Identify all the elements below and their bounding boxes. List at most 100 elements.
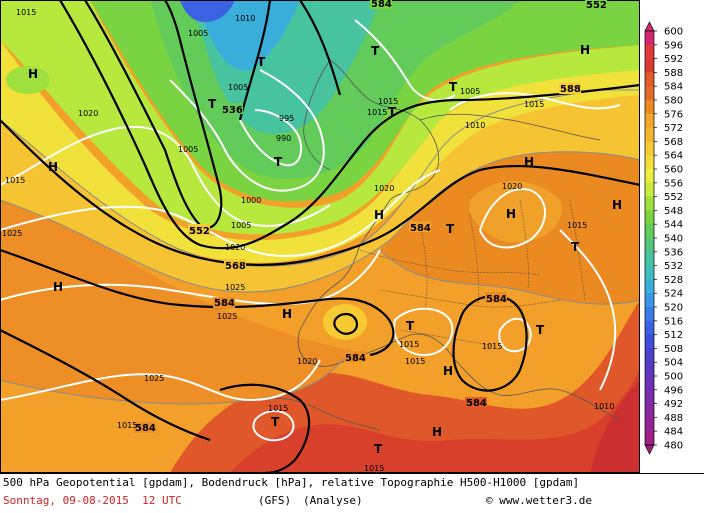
- isobar-label: 1020: [225, 243, 245, 252]
- legend-swatch: [645, 224, 654, 239]
- isobar-label: 1025: [225, 283, 245, 292]
- model-name: (GFS): [258, 494, 292, 507]
- legend-label: 496: [664, 385, 683, 396]
- high-marker: H: [506, 207, 516, 221]
- isobar-label: 1005: [178, 145, 198, 154]
- map-footer: 500 hPa Geopotential [gpdam], Bodendruck…: [0, 473, 704, 513]
- isobar-label: 1015: [16, 8, 36, 17]
- legend-label: 572: [664, 123, 683, 134]
- low-marker: T: [446, 222, 455, 236]
- low-marker: T: [257, 55, 266, 69]
- geopotential-label: 584: [214, 298, 235, 309]
- high-marker: H: [48, 160, 58, 174]
- analysis-type: (Analyse): [303, 494, 363, 507]
- isobar-label: 1000: [241, 196, 261, 205]
- color-field-592: [590, 381, 639, 472]
- legend-swatch: [645, 182, 654, 198]
- color-legend-bar: 600 596 592 588 584 580 576 572 568 564 560 556 552 5…: [644, 21, 683, 455]
- isobar-label: 1015: [405, 357, 425, 366]
- legend-swatch: [645, 86, 654, 101]
- legend-swatch: [645, 320, 654, 336]
- isobar-label: 1005: [460, 87, 480, 96]
- legend-swatch: [645, 155, 654, 170]
- color-field-516: [180, 0, 235, 22]
- legend-label: 580: [664, 96, 683, 107]
- isobar-label: 1015: [482, 342, 502, 351]
- legend-label: 488: [664, 413, 683, 424]
- legend-label: 568: [664, 137, 683, 148]
- legend-swatch: [645, 376, 654, 391]
- geopotential-contours: [0, 0, 639, 472]
- map-description: 500 hPa Geopotential [gpdam], Bodendruck…: [3, 476, 580, 489]
- high-marker: H: [53, 280, 63, 294]
- isobar-label: 1025: [144, 374, 164, 383]
- color-field-588: [230, 371, 639, 472]
- high-marker: H: [374, 208, 384, 222]
- low-marker: T: [406, 319, 415, 333]
- legend-swatch: [645, 100, 654, 115]
- legend-label: 524: [664, 289, 683, 300]
- legend-swatch: [645, 196, 654, 211]
- isobar-label: 990: [276, 134, 291, 143]
- low-marker: T: [371, 44, 380, 58]
- geopotential-label: 568: [225, 261, 246, 272]
- high-pressure-markers: H H H H H H H H H H H: [28, 43, 622, 439]
- legend-label: 508: [664, 344, 683, 355]
- legend-label: 600: [664, 27, 683, 38]
- copyright-link[interactable]: © www.wetter3.de: [486, 494, 592, 507]
- low-marker: T: [374, 442, 383, 456]
- legend-swatch: [645, 113, 654, 129]
- legend-label: 544: [664, 220, 683, 231]
- geopotential-label: 552: [586, 0, 607, 11]
- geopotential-label: 584: [486, 294, 507, 305]
- isobar-label: 1020: [297, 357, 317, 366]
- legend-swatch: [645, 72, 654, 87]
- legend-swatch: [645, 58, 654, 73]
- isobar-label: 1020: [78, 109, 98, 118]
- legend-swatch: [645, 265, 654, 280]
- geopotential-label: 584: [466, 398, 487, 409]
- legend-swatch: [645, 31, 654, 46]
- legend-swatch: [645, 417, 654, 432]
- high-marker: H: [524, 155, 534, 169]
- low-marker: T: [388, 105, 397, 119]
- legend-label: 504: [664, 358, 683, 369]
- isobar-label: 1015: [399, 340, 419, 349]
- isobar-label: 1020: [374, 184, 394, 193]
- legend-arrow-down: [644, 444, 655, 455]
- legend-swatch: [645, 431, 654, 446]
- geopotential-label: 536: [222, 105, 243, 116]
- isobar-label: 1020: [502, 182, 522, 191]
- isobar-label: 1015: [117, 421, 137, 430]
- legend-swatch: [645, 279, 654, 294]
- geopotential-label: 588: [560, 84, 581, 95]
- high-marker: H: [432, 425, 442, 439]
- weather-map: T T T T T T T T T T T T H H H H H H H H …: [0, 0, 640, 473]
- isobar-label: 1025: [2, 229, 22, 238]
- isobar-label: 1010: [465, 121, 485, 130]
- geopotential-label: 584: [135, 423, 156, 434]
- legend-swatch: [645, 389, 654, 405]
- color-field-576-west: [0, 200, 350, 404]
- isobar-label: 1015: [367, 108, 387, 117]
- map-frame: [0, 0, 639, 472]
- legend-label: 484: [664, 427, 683, 438]
- geopotential-label: 584: [410, 223, 431, 234]
- isobar-label: 1005: [188, 29, 208, 38]
- legend-swatch: [645, 348, 654, 363]
- legend-arrow-up: [644, 21, 655, 32]
- legend-label: 528: [664, 275, 683, 286]
- country-borders: [359, 199, 586, 346]
- legend-label: 516: [664, 316, 683, 327]
- isobar-label: 1005: [228, 83, 248, 92]
- low-marker: T: [536, 323, 545, 337]
- isobar-label: 1015: [378, 97, 398, 106]
- isobar-label: 1015: [524, 100, 544, 109]
- color-field-580: [170, 301, 639, 472]
- legend-label: 532: [664, 261, 683, 272]
- legend-swatch: [645, 362, 654, 377]
- geopotential-label: 584: [371, 0, 392, 10]
- legend-label: 592: [664, 54, 683, 65]
- legend-label: 584: [664, 82, 683, 93]
- legend-swatch: [645, 127, 654, 142]
